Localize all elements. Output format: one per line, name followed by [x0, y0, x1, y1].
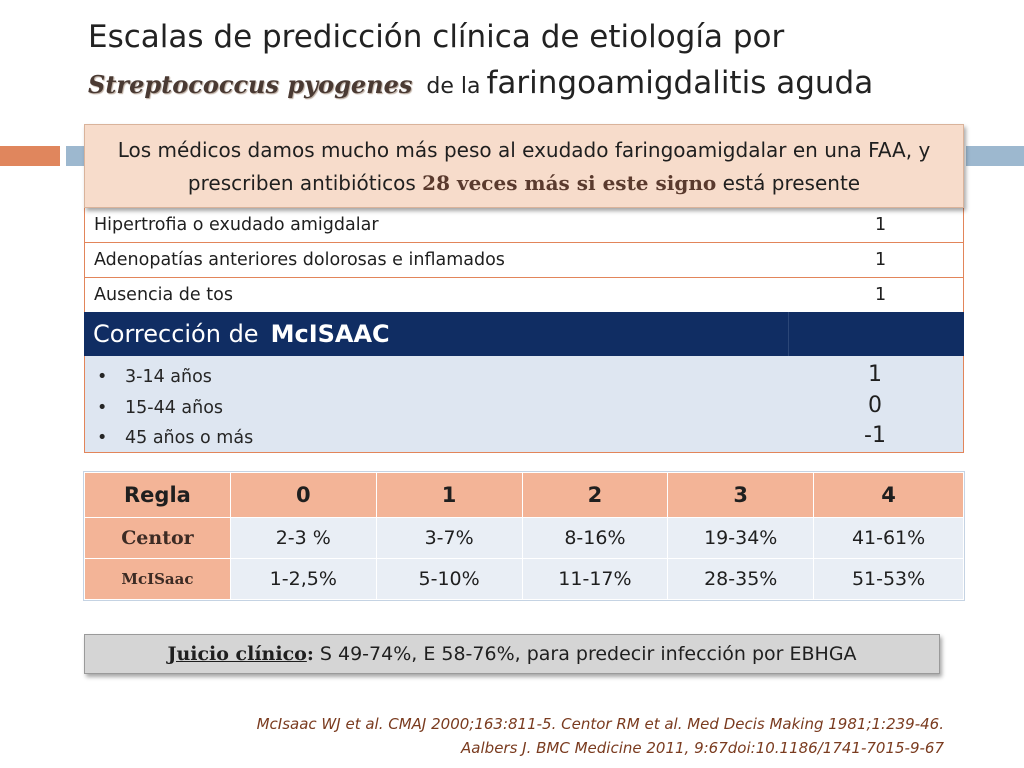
rates-header-cell: 0 [229, 472, 377, 518]
reference-line: Aalbers J. BMC Medicine 2011, 9:67doi:10… [461, 739, 944, 757]
age-item: 3-14 años [97, 362, 253, 393]
age-list: 3-14 años 15-44 años 45 años o más [97, 362, 253, 454]
title-line-2-tail: faringoamigdalitis aguda [486, 65, 874, 101]
clinical-judgment-box: Juicio clínico: S 49-74%, E 58-76%, para… [84, 634, 940, 674]
age-point: 0 [868, 392, 882, 418]
age-correction-block: 3-14 años 15-44 años 45 años o más 1 0 -… [84, 356, 964, 453]
rates-header-cell: 4 [813, 472, 964, 518]
rates-table: Regla 0 1 2 3 4 Centor 2-3 % 3-7% 8-16% … [83, 471, 965, 601]
criteria-points: 1 [875, 285, 887, 305]
rule-label: McISaac [84, 558, 231, 600]
criteria-row: Hipertrofia o exudado amigdalar 1 [85, 208, 963, 243]
rates-header-cell: 3 [667, 472, 815, 518]
reference-line: McIsaac WJ et al. CMAJ 2000;163:811-5. C… [256, 715, 944, 733]
rate-cell: 41-61% [813, 517, 964, 559]
mcisaac-name: McISAAC [270, 320, 390, 348]
callout-highlight: 28 veces más si este signo [422, 171, 717, 195]
clinical-judgment-text: S 49-74%, E 58-76%, para predecir infecc… [313, 643, 857, 665]
criteria-label: Adenopatías anteriores dolorosas e infla… [94, 250, 505, 270]
age-item: 45 años o más [97, 423, 253, 454]
title-line-2: Streptococcus pyogenes de la faringoamigda… [88, 60, 988, 110]
mcisaac-header: Corrección de McISAAC [84, 312, 964, 356]
rate-cell: 2-3 % [229, 517, 377, 559]
criteria-row: Adenopatías anteriores dolorosas e infla… [85, 243, 963, 278]
criteria-points: 1 [875, 215, 887, 235]
criteria-row: Ausencia de tos 1 [85, 278, 963, 313]
criteria-label: Hipertrofia o exudado amigdalar [94, 215, 379, 235]
age-point: -1 [864, 423, 886, 448]
callout-text-1: Los médicos damos mucho más peso al exud… [117, 138, 931, 195]
accent-bar-right [966, 146, 1024, 166]
rate-cell: 19-34% [667, 517, 815, 559]
clinical-judgment-colon: : [306, 643, 314, 665]
rate-cell: 1-2,5% [229, 558, 377, 600]
rates-row-mcisaac: McISaac 1-2,5% 5-10% 11-17% 28-35% 51-53… [84, 558, 964, 600]
rate-cell: 5-10% [375, 558, 523, 600]
title-connector: de la [426, 74, 481, 99]
callout-text-2: está presente [722, 171, 861, 195]
rate-cell: 11-17% [521, 558, 669, 600]
rate-cell: 8-16% [521, 517, 669, 559]
criteria-points: 1 [875, 250, 887, 270]
rule-label: Centor [84, 517, 231, 559]
mcisaac-prefix: Corrección de [93, 320, 259, 348]
rates-header-cell: 1 [375, 472, 523, 518]
rates-header-row: Regla 0 1 2 3 4 [84, 472, 964, 518]
rates-row-centor: Centor 2-3 % 3-7% 8-16% 19-34% 41-61% [84, 517, 964, 559]
age-points: 1 0 -1 [825, 360, 925, 452]
title-line-1: Escalas de predicción clínica de etiolog… [88, 19, 785, 55]
species-name: Streptococcus pyogenes [88, 70, 413, 99]
callout-box: Los médicos damos mucho más peso al exud… [84, 124, 964, 208]
rate-cell: 3-7% [375, 517, 523, 559]
age-point: 1 [868, 362, 882, 387]
rate-cell: 28-35% [667, 558, 815, 600]
accent-bar-mid [66, 146, 84, 166]
age-item: 15-44 años [97, 393, 253, 424]
criteria-table: Hipertrofia o exudado amigdalar 1 Adenop… [84, 208, 964, 313]
rates-header-cell: 2 [521, 472, 669, 518]
header-divider [788, 312, 789, 356]
criteria-label: Ausencia de tos [94, 285, 233, 305]
references: McIsaac WJ et al. CMAJ 2000;163:811-5. C… [257, 712, 944, 760]
accent-bar-left [0, 146, 60, 166]
rates-header-cell: Regla [84, 472, 231, 518]
clinical-judgment-label: Juicio clínico [167, 643, 307, 665]
slide-title: Escalas de predicción clínica de etiolog… [88, 14, 988, 110]
rate-cell: 51-53% [813, 558, 964, 600]
